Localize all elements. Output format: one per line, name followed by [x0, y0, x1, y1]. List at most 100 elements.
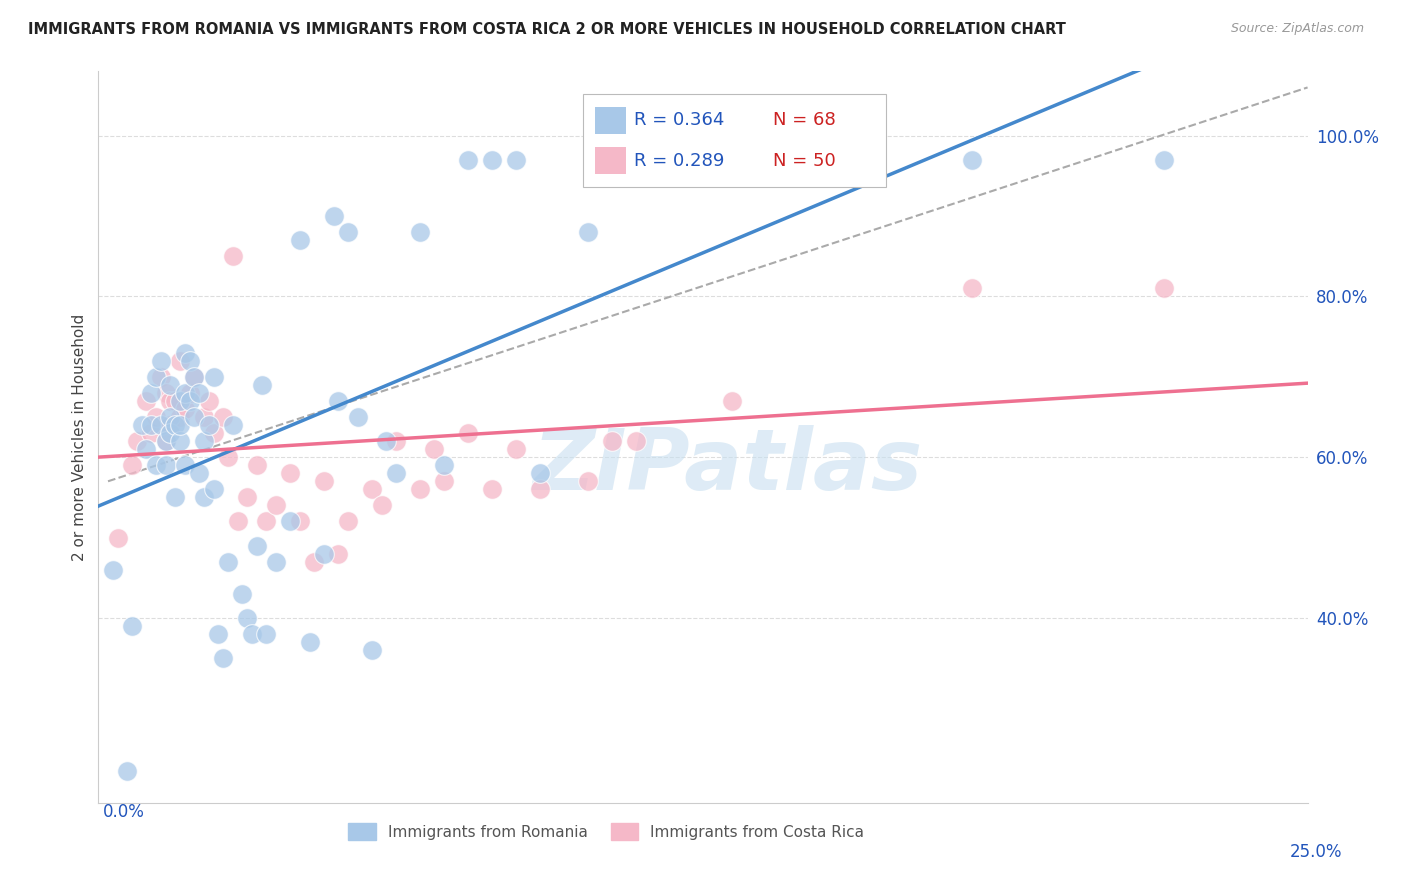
Point — [159, 425, 181, 440]
Point — [236, 491, 259, 505]
Point — [280, 515, 302, 529]
Point — [375, 434, 398, 449]
Point — [720, 153, 742, 167]
Point — [246, 458, 269, 473]
Point — [250, 377, 273, 392]
Point — [169, 409, 191, 424]
Point — [246, 539, 269, 553]
Point — [236, 611, 259, 625]
Point — [385, 434, 408, 449]
Point — [165, 393, 187, 408]
Point — [304, 555, 326, 569]
Point — [202, 369, 225, 384]
Point — [576, 475, 599, 489]
Point — [328, 393, 350, 408]
Point — [960, 281, 983, 295]
Point — [254, 515, 277, 529]
Text: ZIPatlas: ZIPatlas — [531, 425, 922, 508]
Point — [385, 467, 408, 481]
Point — [481, 153, 503, 167]
Point — [457, 425, 479, 440]
Point — [135, 442, 157, 457]
Point — [231, 587, 253, 601]
Point — [423, 442, 446, 457]
Point — [222, 249, 245, 263]
Point — [188, 467, 211, 481]
Point — [165, 491, 187, 505]
Point — [193, 491, 215, 505]
Point — [312, 547, 335, 561]
Point — [131, 417, 153, 432]
Point — [155, 434, 177, 449]
Text: 25.0%: 25.0% — [1291, 843, 1343, 861]
Point — [409, 483, 432, 497]
Point — [169, 353, 191, 368]
Point — [960, 153, 983, 167]
Point — [155, 385, 177, 400]
Point — [361, 643, 384, 657]
Point — [226, 515, 249, 529]
Point — [165, 417, 187, 432]
Point — [169, 434, 191, 449]
Point — [145, 369, 167, 384]
Point — [254, 627, 277, 641]
Point — [135, 393, 157, 408]
Point — [197, 417, 219, 432]
Point — [173, 458, 195, 473]
Point — [322, 209, 344, 223]
Point — [433, 458, 456, 473]
Point — [624, 434, 647, 449]
Point — [155, 458, 177, 473]
Point — [107, 531, 129, 545]
Point — [346, 409, 368, 424]
Point — [1153, 153, 1175, 167]
Point — [188, 385, 211, 400]
Point — [149, 353, 172, 368]
Point — [179, 385, 201, 400]
Point — [173, 345, 195, 359]
Point — [141, 425, 163, 440]
Point — [336, 225, 359, 239]
Point — [169, 393, 191, 408]
Point — [183, 369, 205, 384]
Point — [457, 153, 479, 167]
Point — [159, 409, 181, 424]
Point — [288, 515, 311, 529]
Point — [121, 619, 143, 633]
Point — [173, 401, 195, 416]
Y-axis label: 2 or more Vehicles in Household: 2 or more Vehicles in Household — [72, 313, 87, 561]
Point — [280, 467, 302, 481]
Point — [159, 377, 181, 392]
Point — [312, 475, 335, 489]
Point — [222, 417, 245, 432]
Text: R = 0.289: R = 0.289 — [634, 152, 724, 169]
Point — [529, 483, 551, 497]
Point — [207, 627, 229, 641]
Text: IMMIGRANTS FROM ROMANIA VS IMMIGRANTS FROM COSTA RICA 2 OR MORE VEHICLES IN HOUS: IMMIGRANTS FROM ROMANIA VS IMMIGRANTS FR… — [28, 22, 1066, 37]
Text: N = 68: N = 68 — [773, 112, 837, 129]
Point — [624, 153, 647, 167]
Point — [336, 515, 359, 529]
Point — [183, 369, 205, 384]
Point — [370, 499, 392, 513]
Text: 0.0%: 0.0% — [103, 803, 145, 821]
Point — [169, 417, 191, 432]
Point — [328, 547, 350, 561]
Point — [409, 225, 432, 239]
Point — [173, 385, 195, 400]
Point — [197, 393, 219, 408]
Point — [193, 434, 215, 449]
Point — [115, 764, 138, 778]
Point — [600, 434, 623, 449]
Point — [179, 393, 201, 408]
Point — [433, 475, 456, 489]
Point — [240, 627, 263, 641]
Text: N = 50: N = 50 — [773, 152, 837, 169]
Legend: Immigrants from Romania, Immigrants from Costa Rica: Immigrants from Romania, Immigrants from… — [342, 816, 870, 847]
Point — [202, 425, 225, 440]
Point — [1153, 281, 1175, 295]
Point — [212, 409, 235, 424]
Point — [529, 467, 551, 481]
Point — [217, 555, 239, 569]
Point — [217, 450, 239, 465]
